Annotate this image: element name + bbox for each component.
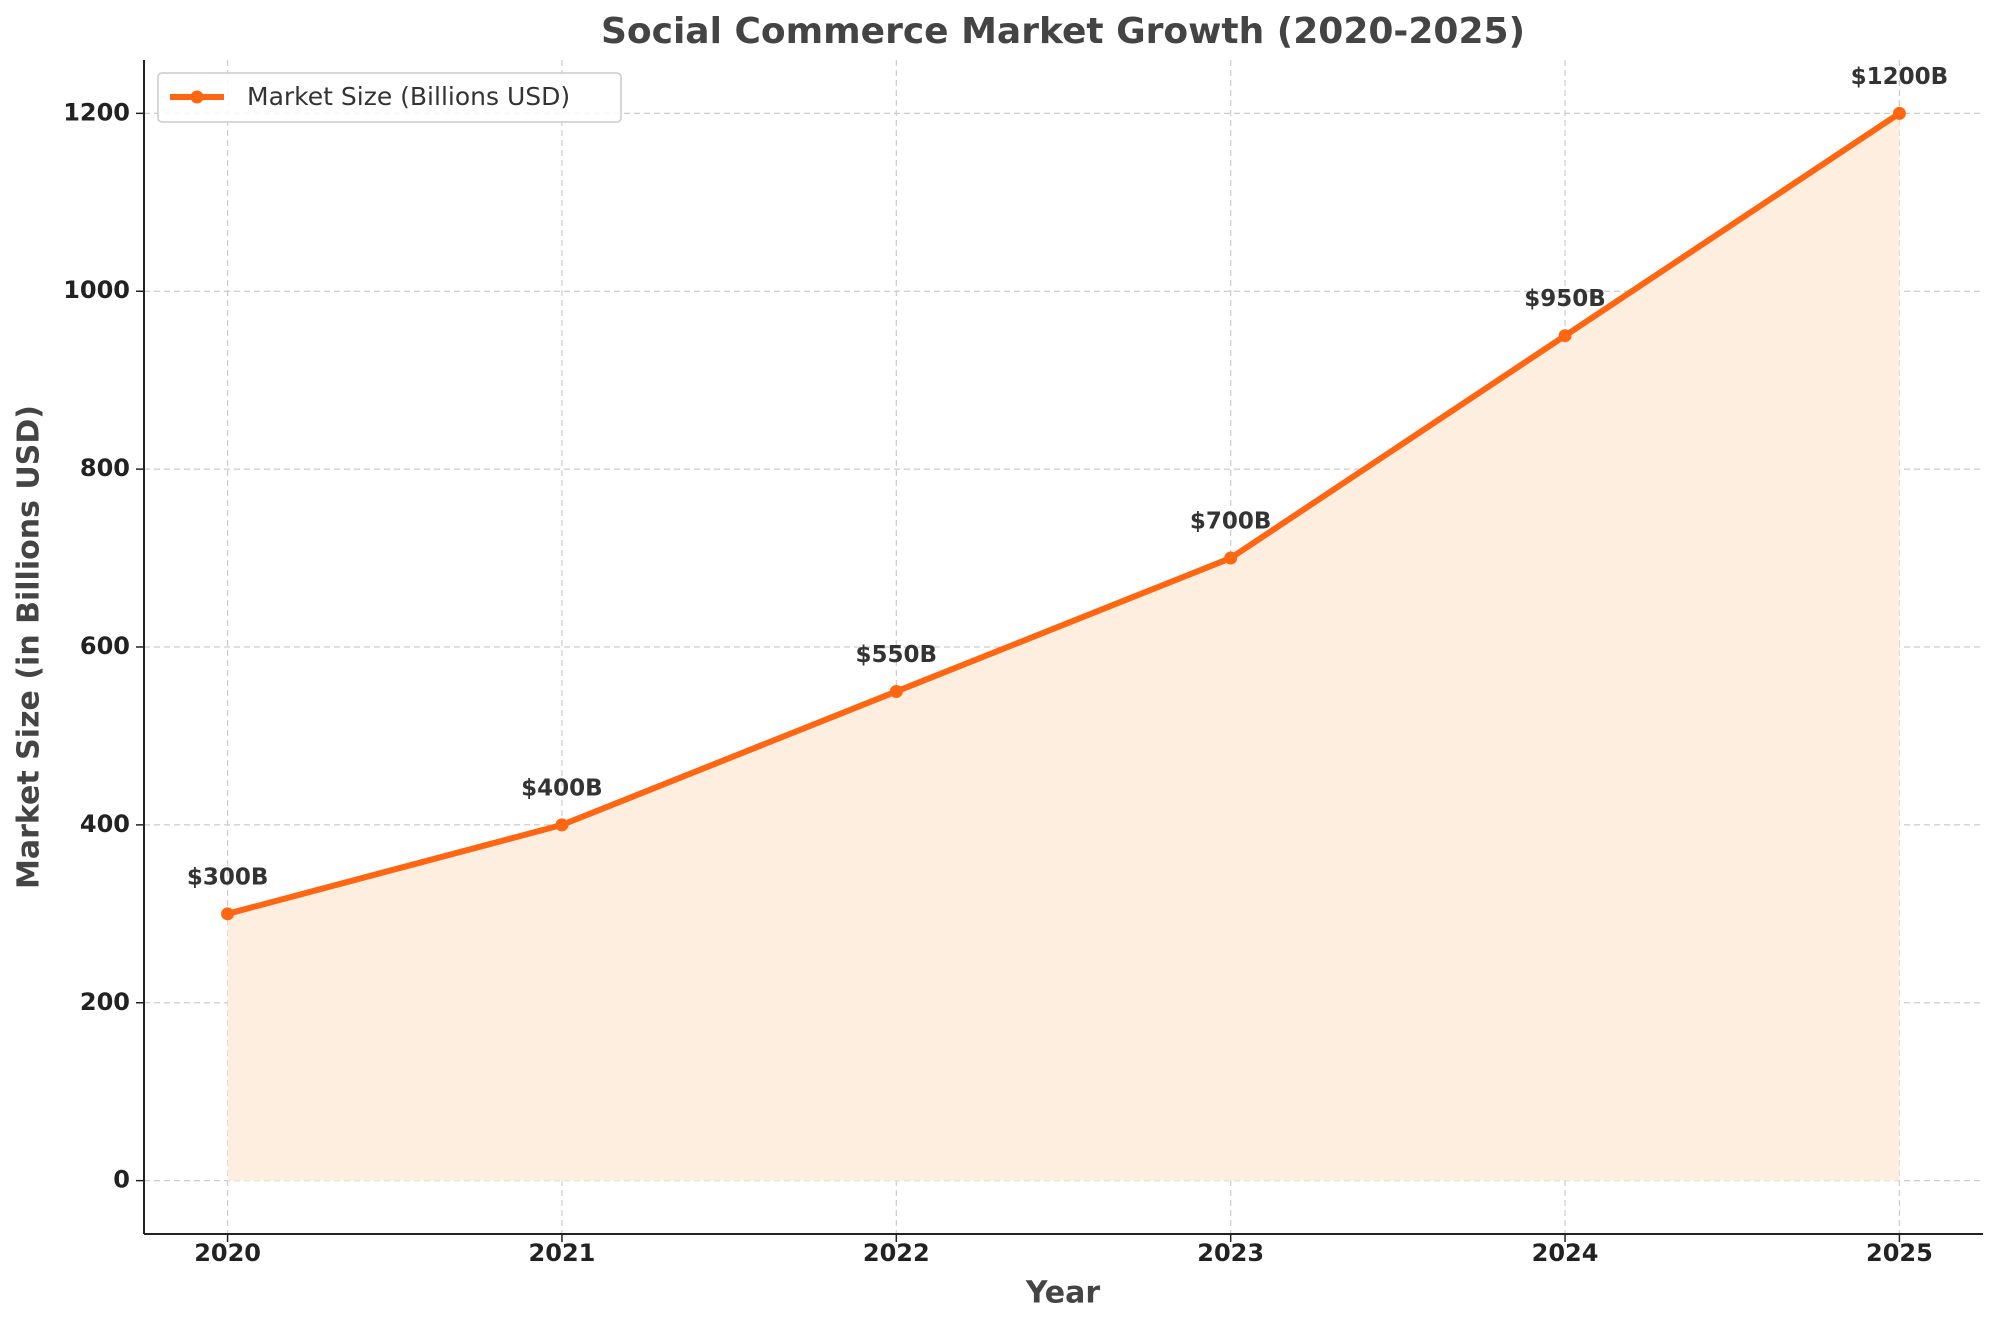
y-tick-label: 1000 <box>63 276 130 304</box>
y-tick-label: 400 <box>80 810 130 838</box>
point <box>889 684 903 698</box>
legend-marker <box>190 90 204 104</box>
x-tick-label: 2025 <box>1866 1239 1933 1267</box>
y-tick-label: 600 <box>80 632 130 660</box>
point <box>221 907 235 921</box>
point <box>1892 106 1906 120</box>
chart-title: Social Commerce Market Growth (2020-2025… <box>601 11 1525 52</box>
legend-box <box>157 72 622 123</box>
x-axis-label: Year <box>1025 1276 1101 1311</box>
area <box>227 113 1900 1181</box>
x-tick-label: 2020 <box>194 1239 261 1267</box>
x-tick-label: 2023 <box>1197 1239 1264 1267</box>
y-axis-label: Market Size (in Billions USD) <box>12 405 47 889</box>
data-label: $700B <box>1190 509 1272 535</box>
data-label: $300B <box>187 864 269 890</box>
y-tick-label: 0 <box>113 1166 130 1194</box>
point <box>1224 551 1238 565</box>
line <box>226 110 1902 917</box>
y-tick-label: 800 <box>80 454 130 482</box>
data-label: $950B <box>1524 286 1606 312</box>
data-label: $1200B <box>1851 64 1949 90</box>
x-tick-label: 2024 <box>1532 1239 1599 1267</box>
y-tick-label: 1200 <box>63 98 130 126</box>
data-label: $400B <box>521 775 603 801</box>
point <box>555 818 569 832</box>
legend-label: Market Size (Billions USD) <box>247 82 570 111</box>
x-tick-label: 2022 <box>863 1239 930 1267</box>
x-tick-label: 2021 <box>529 1239 596 1267</box>
y-tick-label: 200 <box>80 988 130 1016</box>
data-label: $550B <box>856 642 938 668</box>
point <box>1558 329 1572 343</box>
